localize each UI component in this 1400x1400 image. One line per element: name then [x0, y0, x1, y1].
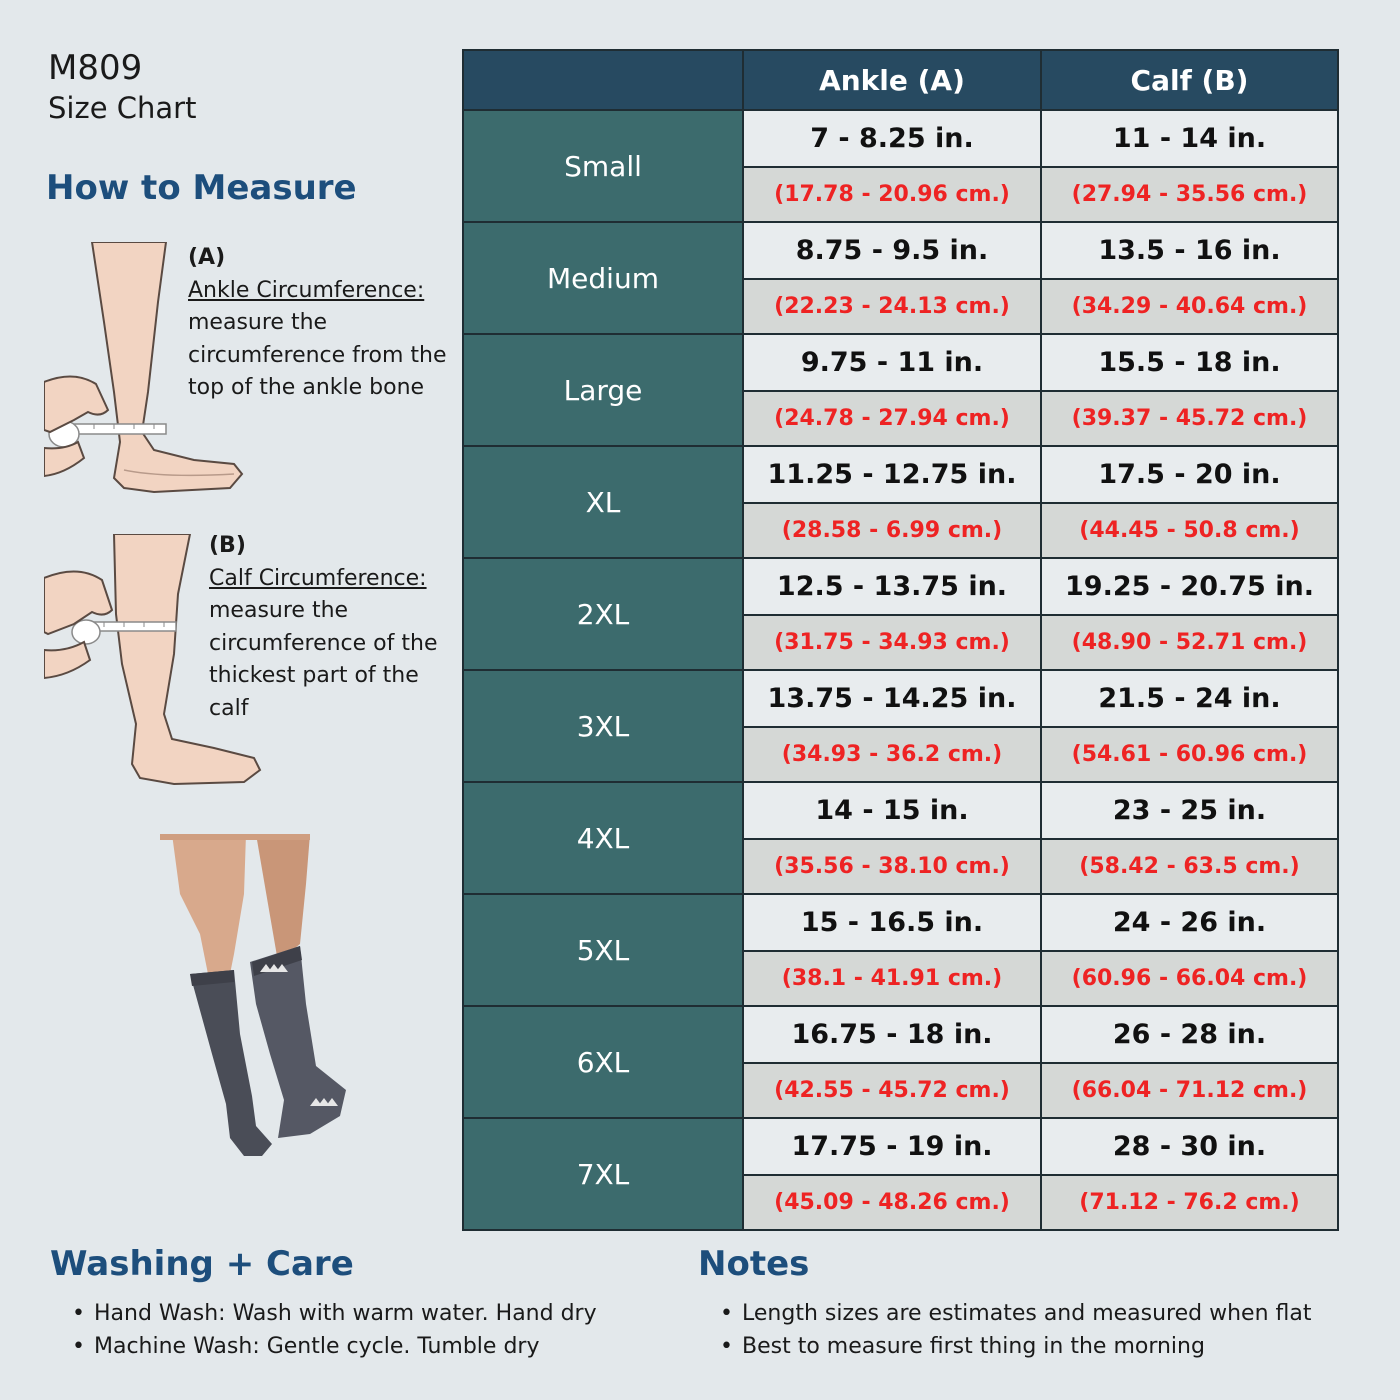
ankle-inches: 11.25 - 12.75 in.	[742, 445, 1042, 504]
table-row: (31.75 - 34.93 cm.) (48.90 - 52.71 cm.)	[463, 614, 1339, 671]
washing-care-heading: Washing + Care	[50, 1244, 354, 1284]
table-row: 4XL 14 - 15 in. 23 - 25 in.	[462, 781, 1339, 895]
calf-cm: (27.94 - 35.56 cm.)	[1040, 166, 1339, 223]
ankle-measure-illustration	[44, 242, 244, 494]
size-label: Small	[462, 109, 744, 223]
ankle-cm: (38.1 - 41.91 cm.)	[742, 950, 1042, 1007]
table-row: 2XL 12.5 - 13.75 in. 19.25 - 20.75 in.	[462, 557, 1339, 671]
ankle-cm: (28.58 - 6.99 cm.)	[742, 502, 1042, 559]
ankle-inches: 8.75 - 9.5 in.	[742, 221, 1042, 280]
ankle-inches: 12.5 - 13.75 in.	[742, 557, 1042, 616]
calf-term: Calf Circumference:	[209, 565, 427, 591]
table-row: XL 11.25 - 12.75 in. 17.5 - 20 in.	[462, 445, 1339, 559]
calf-cm: (71.12 - 76.2 cm.)	[1040, 1174, 1339, 1231]
table-row: 3XL 13.75 - 14.25 in. 21.5 - 24 in.	[462, 669, 1339, 783]
calf-inches: 17.5 - 20 in.	[1040, 445, 1339, 504]
ankle-cm: (42.55 - 45.72 cm.)	[742, 1062, 1042, 1119]
table-row: (45.09 - 48.26 cm.) (71.12 - 76.2 cm.)	[463, 1174, 1339, 1231]
size-label: 3XL	[462, 669, 744, 783]
calf-inches: 26 - 28 in.	[1040, 1005, 1339, 1064]
ankle-tag: (A)	[188, 245, 226, 270]
list-item: Machine Wash: Gentle cycle. Tumble dry	[70, 1330, 597, 1363]
compression-sock-photo	[160, 834, 360, 1160]
header-calf: Calf (B)	[1040, 49, 1339, 111]
table-row: (22.23 - 24.13 cm.) (34.29 - 40.64 cm.)	[463, 278, 1339, 335]
table-row: (17.78 - 20.96 cm.) (27.94 - 35.56 cm.)	[463, 166, 1339, 223]
ankle-instructions: (A) Ankle Circumference: measure the cir…	[188, 242, 450, 405]
table-row: (28.58 - 6.99 cm.) (44.45 - 50.8 cm.)	[463, 502, 1339, 559]
table-header-row: Ankle (A) Calf (B)	[462, 49, 1339, 111]
calf-cm: (44.45 - 50.8 cm.)	[1040, 502, 1339, 559]
ankle-term: Ankle Circumference:	[188, 277, 425, 303]
calf-cm: (66.04 - 71.12 cm.)	[1040, 1062, 1339, 1119]
ankle-cm: (17.78 - 20.96 cm.)	[742, 166, 1042, 223]
ankle-cm: (22.23 - 24.13 cm.)	[742, 278, 1042, 335]
header-ankle: Ankle (A)	[742, 49, 1042, 111]
table-row: Medium 8.75 - 9.5 in. 13.5 - 16 in.	[462, 221, 1339, 335]
ankle-cm: (24.78 - 27.94 cm.)	[742, 390, 1042, 447]
size-label: 2XL	[462, 557, 744, 671]
calf-cm: (48.90 - 52.71 cm.)	[1040, 614, 1339, 671]
calf-cm: (54.61 - 60.96 cm.)	[1040, 726, 1339, 783]
calf-inches: 28 - 30 in.	[1040, 1117, 1339, 1176]
ankle-inches: 16.75 - 18 in.	[742, 1005, 1042, 1064]
ankle-cm: (34.93 - 36.2 cm.)	[742, 726, 1042, 783]
notes-heading: Notes	[698, 1244, 810, 1284]
table-row: 5XL 15 - 16.5 in. 24 - 26 in.	[462, 893, 1339, 1007]
page-title: Size Chart	[48, 91, 197, 125]
calf-inches: 23 - 25 in.	[1040, 781, 1339, 840]
table-row: 6XL 16.75 - 18 in. 26 - 28 in.	[462, 1005, 1339, 1119]
calf-tag: (B)	[209, 533, 246, 558]
table-row: Large 9.75 - 11 in. 15.5 - 18 in.	[462, 333, 1339, 447]
ankle-description: measure the circumference from the top o…	[188, 310, 447, 401]
calf-cm: (34.29 - 40.64 cm.)	[1040, 278, 1339, 335]
table-row: (38.1 - 41.91 cm.) (60.96 - 66.04 cm.)	[463, 950, 1339, 1007]
size-label: 6XL	[462, 1005, 744, 1119]
table-row: (35.56 - 38.10 cm.) (58.42 - 63.5 cm.)	[463, 838, 1339, 895]
size-label: XL	[462, 445, 744, 559]
calf-cm: (39.37 - 45.72 cm.)	[1040, 390, 1339, 447]
ankle-inches: 14 - 15 in.	[742, 781, 1042, 840]
size-label: 7XL	[462, 1117, 744, 1231]
ankle-cm: (31.75 - 34.93 cm.)	[742, 614, 1042, 671]
size-label: 4XL	[462, 781, 744, 895]
size-label: Large	[462, 333, 744, 447]
header-corner	[462, 49, 744, 111]
table-row: (24.78 - 27.94 cm.) (39.37 - 45.72 cm.)	[463, 390, 1339, 447]
table-row: (34.93 - 36.2 cm.) (54.61 - 60.96 cm.)	[463, 726, 1339, 783]
ankle-inches: 13.75 - 14.25 in.	[742, 669, 1042, 728]
table-row: (42.55 - 45.72 cm.) (66.04 - 71.12 cm.)	[463, 1062, 1339, 1119]
model-number: M809	[48, 48, 143, 88]
calf-inches: 21.5 - 24 in.	[1040, 669, 1339, 728]
table-row: 7XL 17.75 - 19 in. 28 - 30 in.	[462, 1117, 1339, 1231]
table-row: Small 7 - 8.25 in. 11 - 14 in.	[462, 109, 1339, 223]
ankle-cm: (45.09 - 48.26 cm.)	[742, 1174, 1042, 1231]
calf-inches: 15.5 - 18 in.	[1040, 333, 1339, 392]
ankle-cm: (35.56 - 38.10 cm.)	[742, 838, 1042, 895]
list-item: Hand Wash: Wash with warm water. Hand dr…	[70, 1297, 597, 1330]
list-item: Length sizes are estimates and measured …	[718, 1297, 1312, 1330]
calf-inches: 11 - 14 in.	[1040, 109, 1339, 168]
size-label: 5XL	[462, 893, 744, 1007]
ankle-inches: 17.75 - 19 in.	[742, 1117, 1042, 1176]
ankle-inches: 15 - 16.5 in.	[742, 893, 1042, 952]
calf-description: measure the circumference of the thickes…	[209, 598, 438, 721]
size-label: Medium	[462, 221, 744, 335]
calf-cm: (60.96 - 66.04 cm.)	[1040, 950, 1339, 1007]
calf-instructions: (B) Calf Circumference: measure the circ…	[209, 530, 461, 726]
calf-measure-illustration	[44, 534, 264, 786]
washing-care-list: Hand Wash: Wash with warm water. Hand dr…	[70, 1297, 597, 1363]
size-chart-table: Ankle (A) Calf (B) Small 7 - 8.25 in. 11…	[462, 49, 1339, 1231]
ankle-inches: 9.75 - 11 in.	[742, 333, 1042, 392]
notes-list: Length sizes are estimates and measured …	[718, 1297, 1312, 1363]
calf-inches: 24 - 26 in.	[1040, 893, 1339, 952]
calf-cm: (58.42 - 63.5 cm.)	[1040, 838, 1339, 895]
calf-inches: 13.5 - 16 in.	[1040, 221, 1339, 280]
list-item: Best to measure first thing in the morni…	[718, 1330, 1312, 1363]
calf-inches: 19.25 - 20.75 in.	[1040, 557, 1339, 616]
ankle-inches: 7 - 8.25 in.	[742, 109, 1042, 168]
how-to-measure-heading: How to Measure	[46, 168, 357, 208]
